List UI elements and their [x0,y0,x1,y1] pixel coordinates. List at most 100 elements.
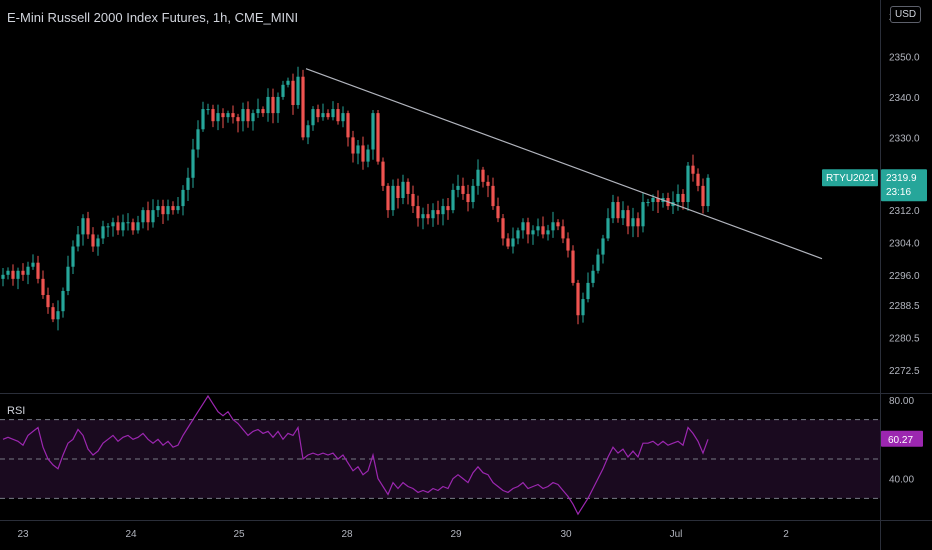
last-price-tag [881,169,927,202]
candle-body [326,113,330,118]
candle-body [641,202,645,227]
price-tick-label: 2350.0 [889,53,920,64]
candle-body [616,202,620,219]
candle-body [166,206,170,215]
candle-body [541,226,545,235]
candle-body [386,185,390,211]
candle-body [216,113,220,122]
candle-body [76,234,80,247]
candle-body [456,185,460,190]
candle-body [686,165,690,203]
candle-body [476,169,480,186]
candle-body [281,84,285,97]
candle-body [141,210,145,223]
candle-body [336,109,340,122]
candle-body [26,266,30,275]
candle-body [161,206,165,215]
candle-body [176,206,180,211]
candle-body [136,222,140,231]
candle-body [416,206,420,219]
candle-body [276,96,280,114]
candle-body [406,181,410,194]
time-tick-label: 23 [17,529,29,540]
rsi-indicator-label[interactable]: RSI [7,405,26,417]
candle-body [606,218,610,239]
candle-body [521,222,525,231]
candle-body [346,113,350,138]
candle-body [621,210,625,219]
candle-body [706,177,710,207]
candle-body [321,113,325,118]
candle-body [466,193,470,203]
candle-body [636,218,640,227]
candle-body [36,262,40,279]
candle-body [21,270,25,275]
last-price-text: 2319.9 [886,173,917,184]
candle-body [366,149,370,162]
candle-body [256,109,260,114]
candle-body [206,109,210,111]
candle-body [591,270,595,283]
candle-body [566,238,570,251]
candle-body [341,113,345,122]
candle-body [51,307,55,320]
candle-body [236,117,240,122]
price-tags: RTYU2021 2319.9 23:16 60.27 [822,169,927,447]
candle-body [61,290,65,312]
candle-body [436,210,440,215]
rsi-pane[interactable] [0,394,880,516]
candle-body [261,109,265,114]
candle-body [231,113,235,118]
candle-body [451,189,455,211]
rsi-value-text: 60.27 [888,435,913,446]
candle-body [86,218,90,235]
candle-body [251,113,255,122]
candle-body [6,270,10,275]
candle-body [316,109,320,118]
candle-body [96,238,100,247]
candle-body [676,193,680,203]
candle-body [351,137,355,154]
candle-body [156,206,160,211]
candle-body [296,76,300,106]
candle-body [11,270,15,279]
candle-body [116,222,120,231]
candle-body [446,206,450,211]
trendline[interactable] [305,68,823,260]
candle-body [371,113,375,150]
candle-body [191,149,195,178]
candle-body [66,266,70,291]
candle-body [391,185,395,211]
candle-body [201,109,205,130]
price-tick-label: 2288.5 [889,301,920,312]
candle-body [81,218,85,235]
candle-body [106,226,110,228]
candle-body [691,165,695,174]
candle-body [71,246,75,267]
candle-body [381,161,385,186]
time-tick-label: 2 [783,529,789,540]
candle-body [56,311,60,320]
time-scale[interactable]: 23 24 25 28 29 30 Jul 2 [17,529,789,540]
candle-body [536,226,540,231]
rsi-line[interactable] [2,394,709,516]
symbol-tag-text: RTYU2021 [826,173,876,184]
symbol-title[interactable]: E-Mini Russell 2000 Index Futures, 1h, C… [7,10,299,25]
candle-body [246,109,250,122]
candle-body [556,222,560,227]
candle-body [551,222,555,231]
candle-body [396,185,400,198]
candle-body [561,226,565,239]
currency-badge[interactable]: USD [890,6,922,23]
candle-body [646,202,650,204]
candle-body [271,96,275,114]
candle-body [211,109,215,122]
candle-body [151,210,155,223]
price-pane[interactable] [1,66,823,331]
candle-body [131,222,135,231]
symbol-tag [822,169,878,187]
time-tick-label: 25 [233,529,245,540]
candle-body [121,222,125,231]
candle-body [701,185,705,207]
